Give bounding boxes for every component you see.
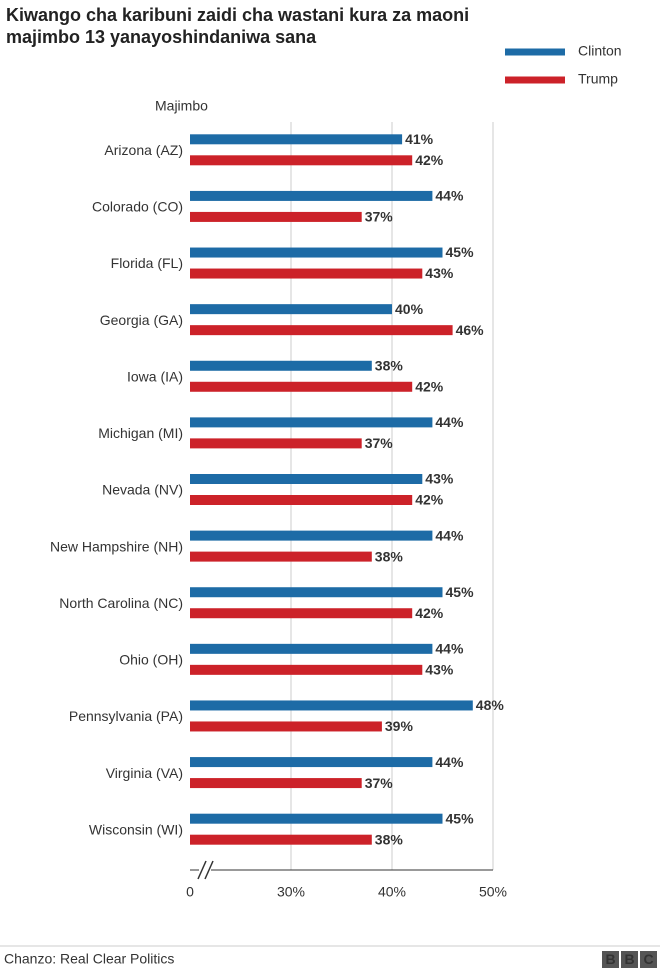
value-label: 44% xyxy=(435,188,464,204)
value-label: 44% xyxy=(435,414,464,430)
bar xyxy=(190,530,433,541)
chart-title: Kiwango cha karibuni zaidi cha wastani k… xyxy=(6,5,469,25)
bar xyxy=(190,495,413,505)
logo-box xyxy=(640,951,657,968)
y-tick-label: North Carolina (NC) xyxy=(59,595,183,611)
value-label: 43% xyxy=(425,471,454,487)
bar xyxy=(190,211,362,222)
bar xyxy=(190,360,372,371)
x-tick-label: 30% xyxy=(277,884,305,900)
value-label: 39% xyxy=(385,718,414,734)
bar xyxy=(190,304,392,315)
bar xyxy=(190,700,473,711)
bar xyxy=(190,551,372,562)
value-label: 44% xyxy=(435,754,464,770)
value-label: 43% xyxy=(425,265,454,281)
axis-break xyxy=(197,860,207,880)
y-tick-label: Wisconsin (WI) xyxy=(89,821,183,837)
value-label: 42% xyxy=(415,378,444,394)
bar xyxy=(190,813,443,824)
logo-box xyxy=(602,951,619,968)
value-label: 44% xyxy=(435,527,464,543)
value-label: 43% xyxy=(425,662,454,678)
y-tick-label: Florida (FL) xyxy=(111,255,183,271)
y-tick-label: Ohio (OH) xyxy=(119,652,183,668)
value-label: 42% xyxy=(415,492,444,508)
value-label: 37% xyxy=(365,775,394,791)
bar xyxy=(190,664,423,675)
bar xyxy=(190,190,433,201)
y-tick-label: Arizona (AZ) xyxy=(104,142,183,158)
y-tick-label: Pennsylvania (PA) xyxy=(69,708,183,724)
bar xyxy=(190,381,413,392)
bar xyxy=(190,721,382,732)
value-label: 45% xyxy=(446,810,475,826)
bar xyxy=(190,325,453,336)
bar xyxy=(190,247,443,258)
value-label: 42% xyxy=(415,152,444,168)
bar xyxy=(190,757,433,768)
bar xyxy=(190,587,443,598)
source: Chanzo: Real Clear Politics xyxy=(4,951,174,967)
y-tick-label: Michigan (MI) xyxy=(98,425,183,441)
y-tick-label: Nevada (NV) xyxy=(102,482,183,498)
x-tick-label: 50% xyxy=(479,884,507,900)
value-label: 48% xyxy=(476,697,505,713)
x-tick-label: 0 xyxy=(186,884,194,900)
chart-subtitle: majimbo 13 yanayoshindaniwa sana xyxy=(6,27,317,47)
y-tick-label: New Hampshire (NH) xyxy=(50,538,183,554)
value-label: 37% xyxy=(365,209,394,225)
bar xyxy=(190,608,413,619)
axis-break xyxy=(204,860,214,880)
legend-label: Clinton xyxy=(578,43,622,59)
bar xyxy=(190,417,433,428)
bar xyxy=(190,438,362,449)
bar xyxy=(190,778,362,789)
bar xyxy=(190,155,413,166)
bar xyxy=(190,474,423,484)
y-tick-label: Virginia (VA) xyxy=(106,765,183,781)
value-label: 38% xyxy=(375,357,404,373)
logo-letter: C xyxy=(643,951,653,967)
bar xyxy=(190,268,423,279)
value-label: 37% xyxy=(365,435,394,451)
y-tick-label: Georgia (GA) xyxy=(100,312,183,328)
value-label: 44% xyxy=(435,641,464,657)
y-tick-label: Colorado (CO) xyxy=(92,199,183,215)
value-label: 45% xyxy=(446,584,475,600)
value-label: 38% xyxy=(375,831,404,847)
value-label: 41% xyxy=(405,131,434,147)
value-label: 45% xyxy=(446,244,475,260)
y-tick-label: Iowa (IA) xyxy=(127,368,183,384)
value-label: 38% xyxy=(375,548,404,564)
value-label: 42% xyxy=(415,605,444,621)
logo-letter: B xyxy=(605,951,615,967)
y-axis-label: Majimbo xyxy=(155,98,208,114)
axis-break-gap xyxy=(199,867,211,873)
logo-box xyxy=(621,951,638,968)
logo-letter: B xyxy=(624,951,634,967)
value-label: 40% xyxy=(395,301,424,317)
bar xyxy=(190,134,403,145)
bar xyxy=(190,834,372,845)
bar xyxy=(190,643,433,654)
value-label: 46% xyxy=(456,322,485,338)
legend-label: Trump xyxy=(578,71,618,87)
x-tick-label: 40% xyxy=(378,884,406,900)
